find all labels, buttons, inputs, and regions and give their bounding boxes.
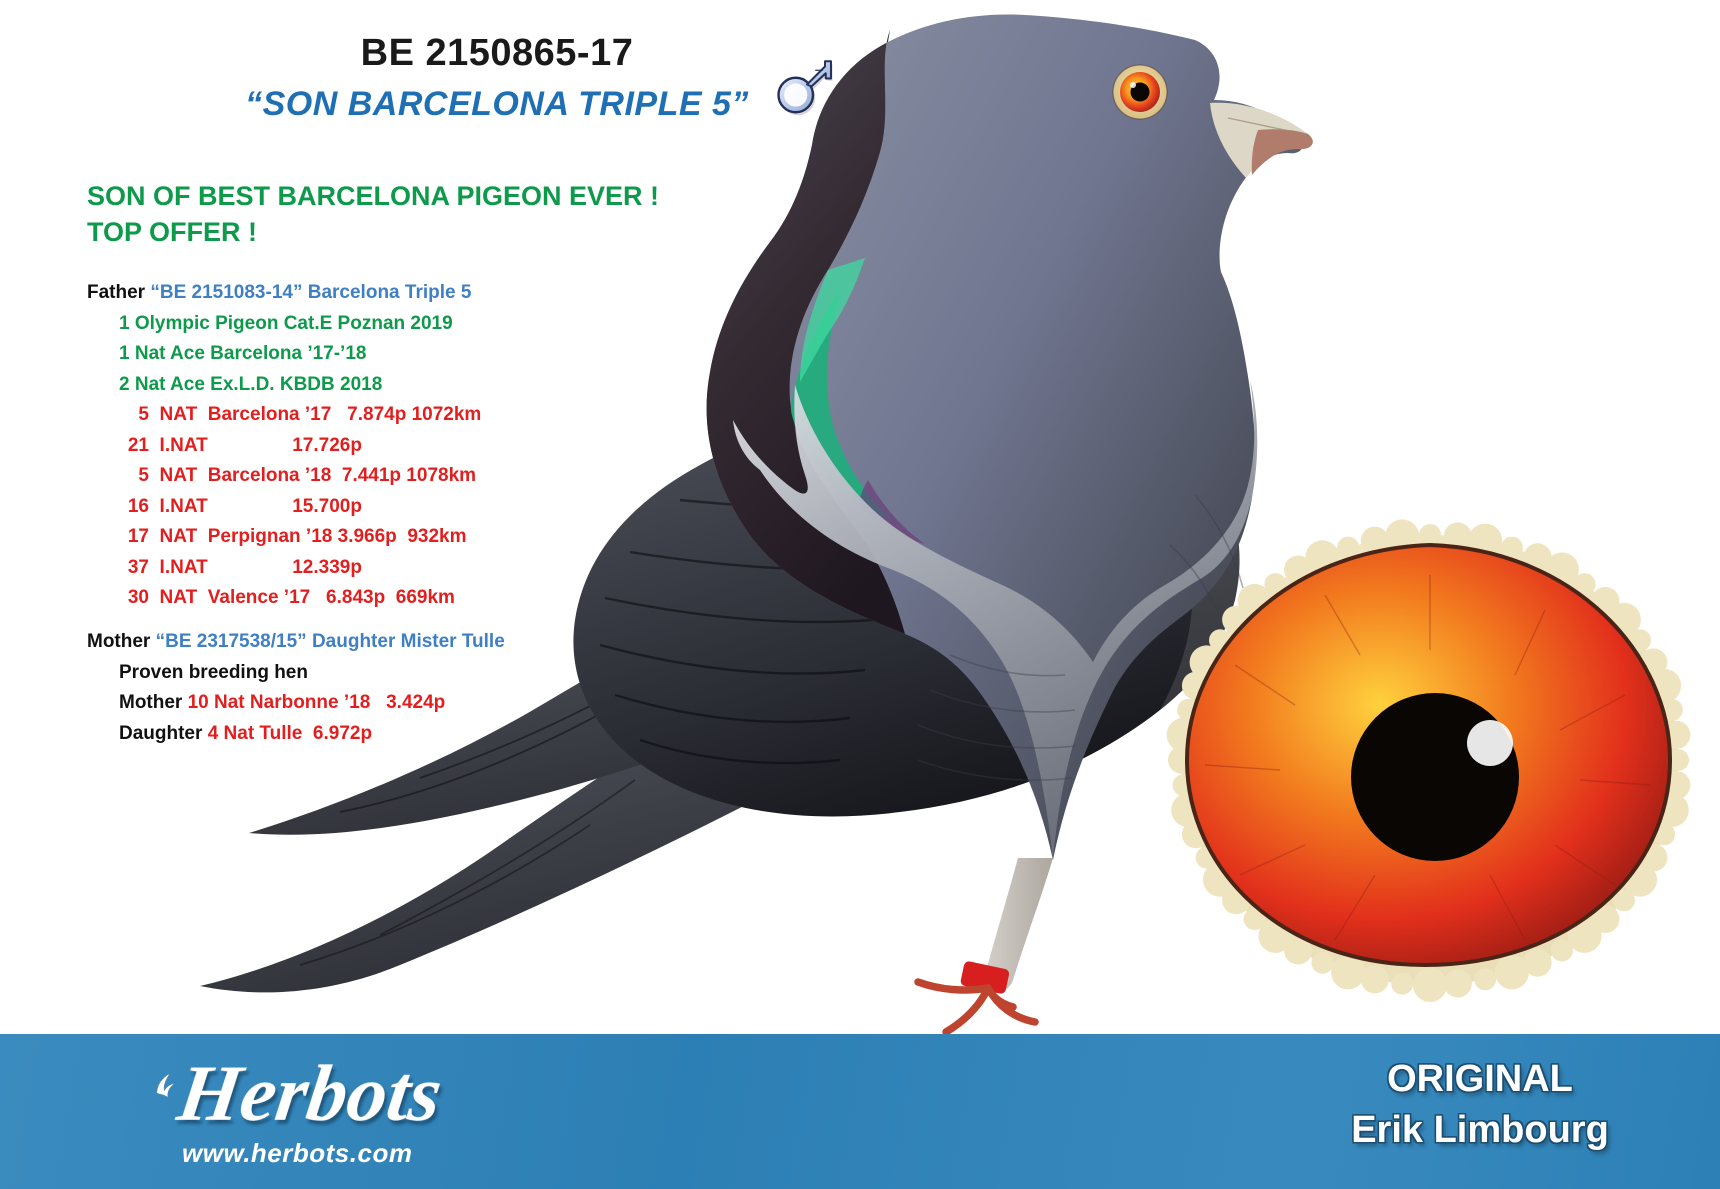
svg-text:Herbots: Herbots <box>172 1050 448 1138</box>
